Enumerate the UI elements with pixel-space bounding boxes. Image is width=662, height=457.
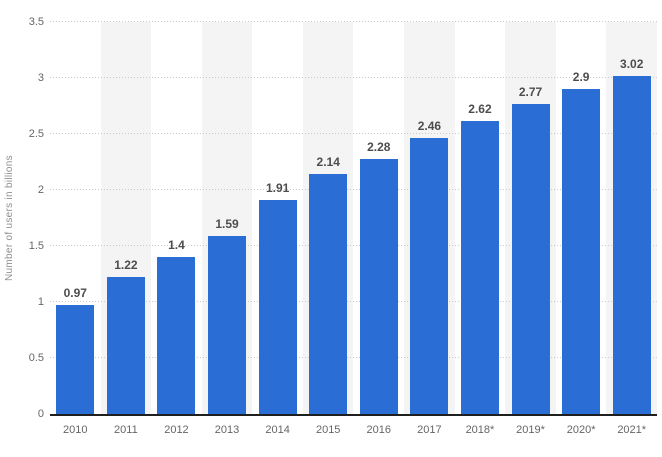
bar (56, 305, 95, 414)
x-tick-label: 2012 (164, 424, 189, 436)
x-tick-label: 2016 (366, 424, 392, 436)
bar-value-label: 1.59 (215, 216, 239, 231)
y-tick-label: 2 (37, 184, 44, 197)
bar-value-label: 2.46 (417, 119, 442, 134)
bar-value-label: 3.02 (620, 56, 644, 71)
x-tick-label: 2021* (617, 424, 647, 436)
gridline (50, 77, 657, 78)
bar (612, 75, 651, 414)
y-tick-label: 3.5 (28, 16, 44, 28)
bar (258, 200, 297, 414)
y-axis-ticks: 0 0.5 1 1.5 2 2.5 3 3.5 (0, 16, 44, 420)
y-tick-label: 1.5 (28, 240, 44, 252)
bar (562, 89, 601, 414)
x-tick-label: 2018* (465, 424, 495, 436)
x-tick-label: 2020* (566, 424, 596, 436)
bar-value-label: 1.91 (265, 181, 290, 196)
y-tick-label: 1 (37, 296, 44, 309)
bar-value-label: 1.4 (168, 238, 185, 253)
bar-value-label: 2.9 (572, 70, 590, 85)
gridline (50, 133, 657, 134)
bar (309, 174, 348, 414)
gridline (50, 301, 657, 302)
y-tick-label: 3 (37, 72, 44, 84)
bar (106, 277, 145, 414)
y-tick-label: 0.5 (28, 352, 44, 365)
x-tick-label: 2015 (315, 424, 341, 436)
bar-value-label: 2.77 (518, 84, 543, 99)
bar (359, 158, 398, 414)
gridline (50, 357, 657, 358)
y-tick-label: 2.5 (28, 128, 44, 140)
x-tick-label: 2019* (516, 424, 545, 436)
bar-value-label: 2.28 (367, 139, 391, 154)
bar (410, 138, 449, 414)
y-tick-label: 0 (37, 408, 44, 420)
gridline (50, 189, 657, 190)
x-tick-label: 2011 (114, 424, 138, 436)
x-tick-label: 2013 (214, 424, 240, 436)
x-axis-labels: 2010 2011 2012 2013 2014 2015 2016 2017 2018* 201… (50, 419, 657, 439)
x-tick-label: 2017 (417, 424, 442, 436)
bar (157, 257, 196, 414)
bar-value-label: 1.22 (114, 258, 138, 273)
plot-area: 0.97 1.22 1.4 1.59 1.91 2.14 2.28 2.46 2.62 2.77 2… (50, 21, 657, 416)
gridline (50, 245, 657, 246)
gridline (50, 21, 657, 22)
bar (208, 235, 246, 414)
x-tick-label: 2010 (63, 424, 88, 436)
bar (511, 103, 550, 414)
bar-value-label: 2.62 (468, 101, 492, 116)
x-tick-label: 2014 (265, 424, 290, 436)
bar (460, 120, 499, 414)
bar-value-label: 0.97 (63, 286, 87, 301)
bar-value-label: 2.14 (316, 155, 340, 170)
